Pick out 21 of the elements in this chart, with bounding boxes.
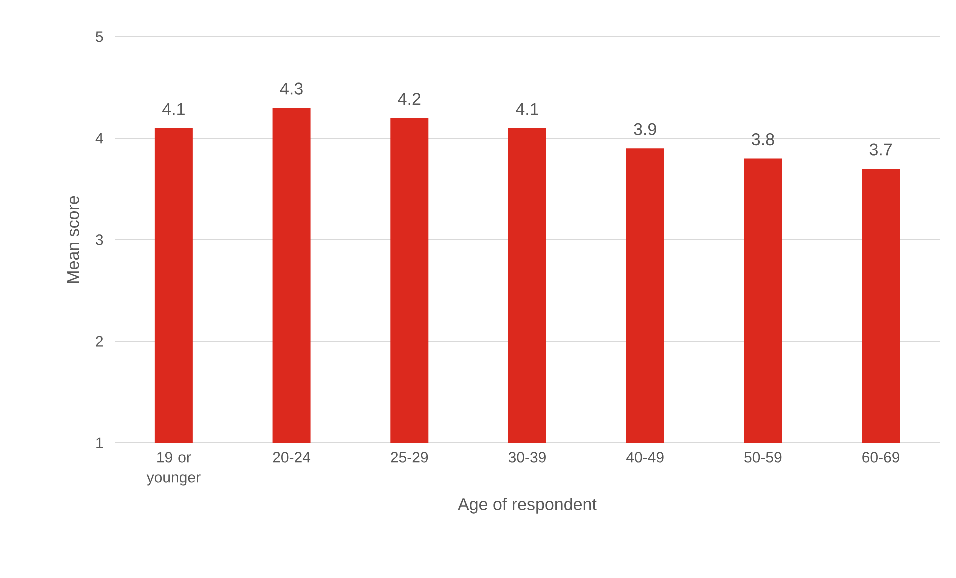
y-tick-label: 4 <box>96 133 104 144</box>
data-label: 4.3 <box>280 82 303 95</box>
y-tick-label: 5 <box>96 32 104 42</box>
x-tick-label: 19 or younger <box>146 452 201 486</box>
y-tick-label: 2 <box>96 336 104 347</box>
data-label: 3.9 <box>634 123 656 136</box>
x-tick-label: 40-49 <box>626 452 664 463</box>
y-tick-label: 3 <box>96 234 104 246</box>
data-label: 4.1 <box>516 103 538 116</box>
x-tick-label: 20-24 <box>273 452 311 463</box>
x-tick-label: 60-69 <box>862 452 900 463</box>
y-tick-label: 1 <box>96 438 104 448</box>
data-label: 4.1 <box>162 103 185 116</box>
data-label: 4.2 <box>398 93 421 105</box>
x-tick-label: 25-29 <box>391 452 428 463</box>
data-label: 3.7 <box>870 144 892 156</box>
x-tick-label: 30-39 <box>508 452 546 463</box>
y-axis-title: Mean score <box>67 196 80 284</box>
x-tick-label: 50-59 <box>744 452 782 463</box>
data-label: 3.8 <box>752 134 774 146</box>
x-axis-title: Age of respondent <box>458 498 597 514</box>
